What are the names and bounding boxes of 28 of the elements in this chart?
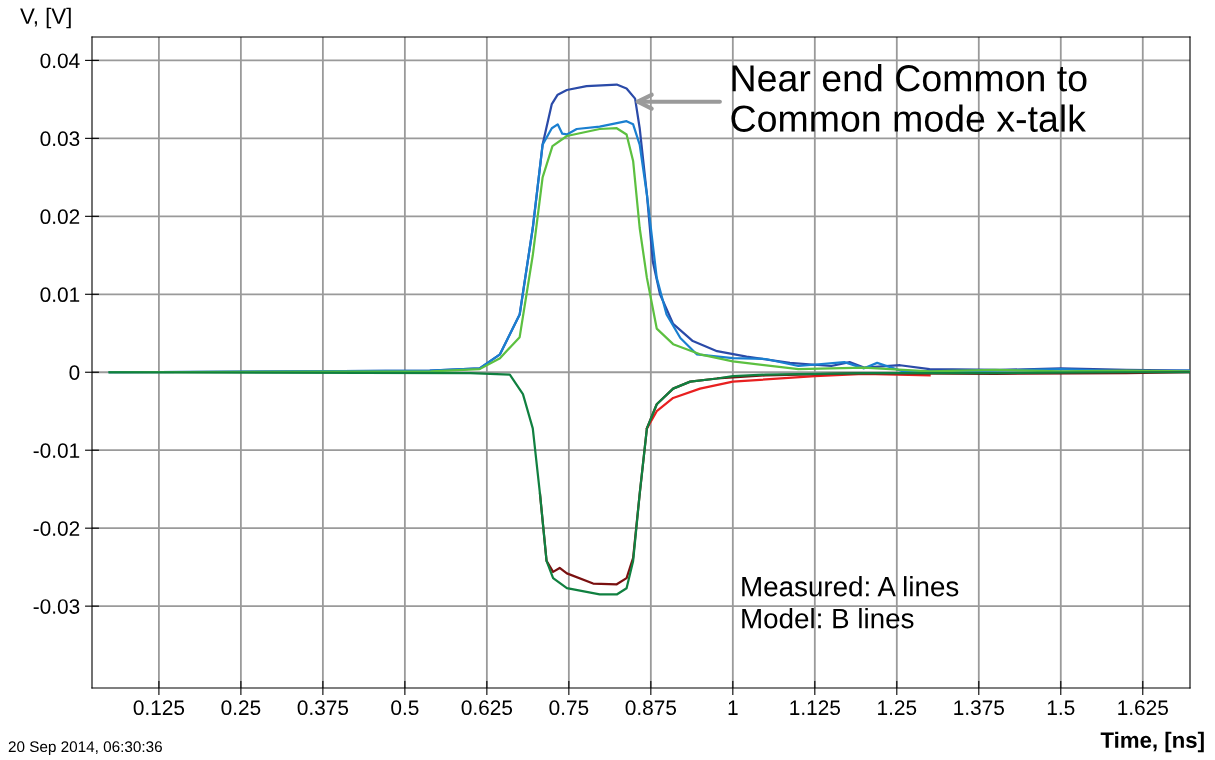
- annotation: Near end Common to Common mode x-talk: [731, 64, 1087, 132]
- x-tick-label: 1.25: [878, 700, 917, 716]
- line-series: [108, 371, 1190, 596]
- x-tick-label: 1.5: [1047, 700, 1075, 716]
- x-tick-label: 0.25: [221, 700, 261, 716]
- x-tick-label: 0.875: [625, 700, 677, 716]
- x-axis-title: Time, [ns]: [1100, 731, 1204, 753]
- x-tick-label: 1.625: [1118, 700, 1168, 716]
- line-series: [645, 372, 931, 430]
- x-tick-label: 0.125: [133, 700, 185, 716]
- x-tick-label: 1.375: [954, 700, 1004, 716]
- y-tick-label: -0.01: [33, 443, 80, 458]
- y-tick-label: 0.04: [40, 53, 80, 69]
- y-axis-title: V, [V]: [20, 7, 71, 29]
- x-tick-label: 0.75: [549, 700, 589, 716]
- y-tick-label: 0: [69, 365, 80, 380]
- x-tick-label: 0.375: [297, 700, 349, 716]
- x-tick-label: 0.625: [461, 700, 513, 716]
- y-tick-label: 0.02: [40, 209, 80, 225]
- annotation: Measured: A lines Model: B lines: [742, 576, 959, 629]
- y-tick-label: 0.01: [40, 287, 80, 303]
- x-tick-label: 1: [728, 700, 738, 715]
- y-tick-label: -0.03: [33, 599, 80, 614]
- y-tick-label: 0.03: [40, 131, 80, 147]
- text: 20 Sep 2014, 06:30:36: [8, 741, 162, 756]
- x-tick-label: 0.5: [391, 700, 419, 716]
- y-tick-label: -0.02: [33, 521, 80, 536]
- x-tick-label: 1.125: [790, 700, 841, 716]
